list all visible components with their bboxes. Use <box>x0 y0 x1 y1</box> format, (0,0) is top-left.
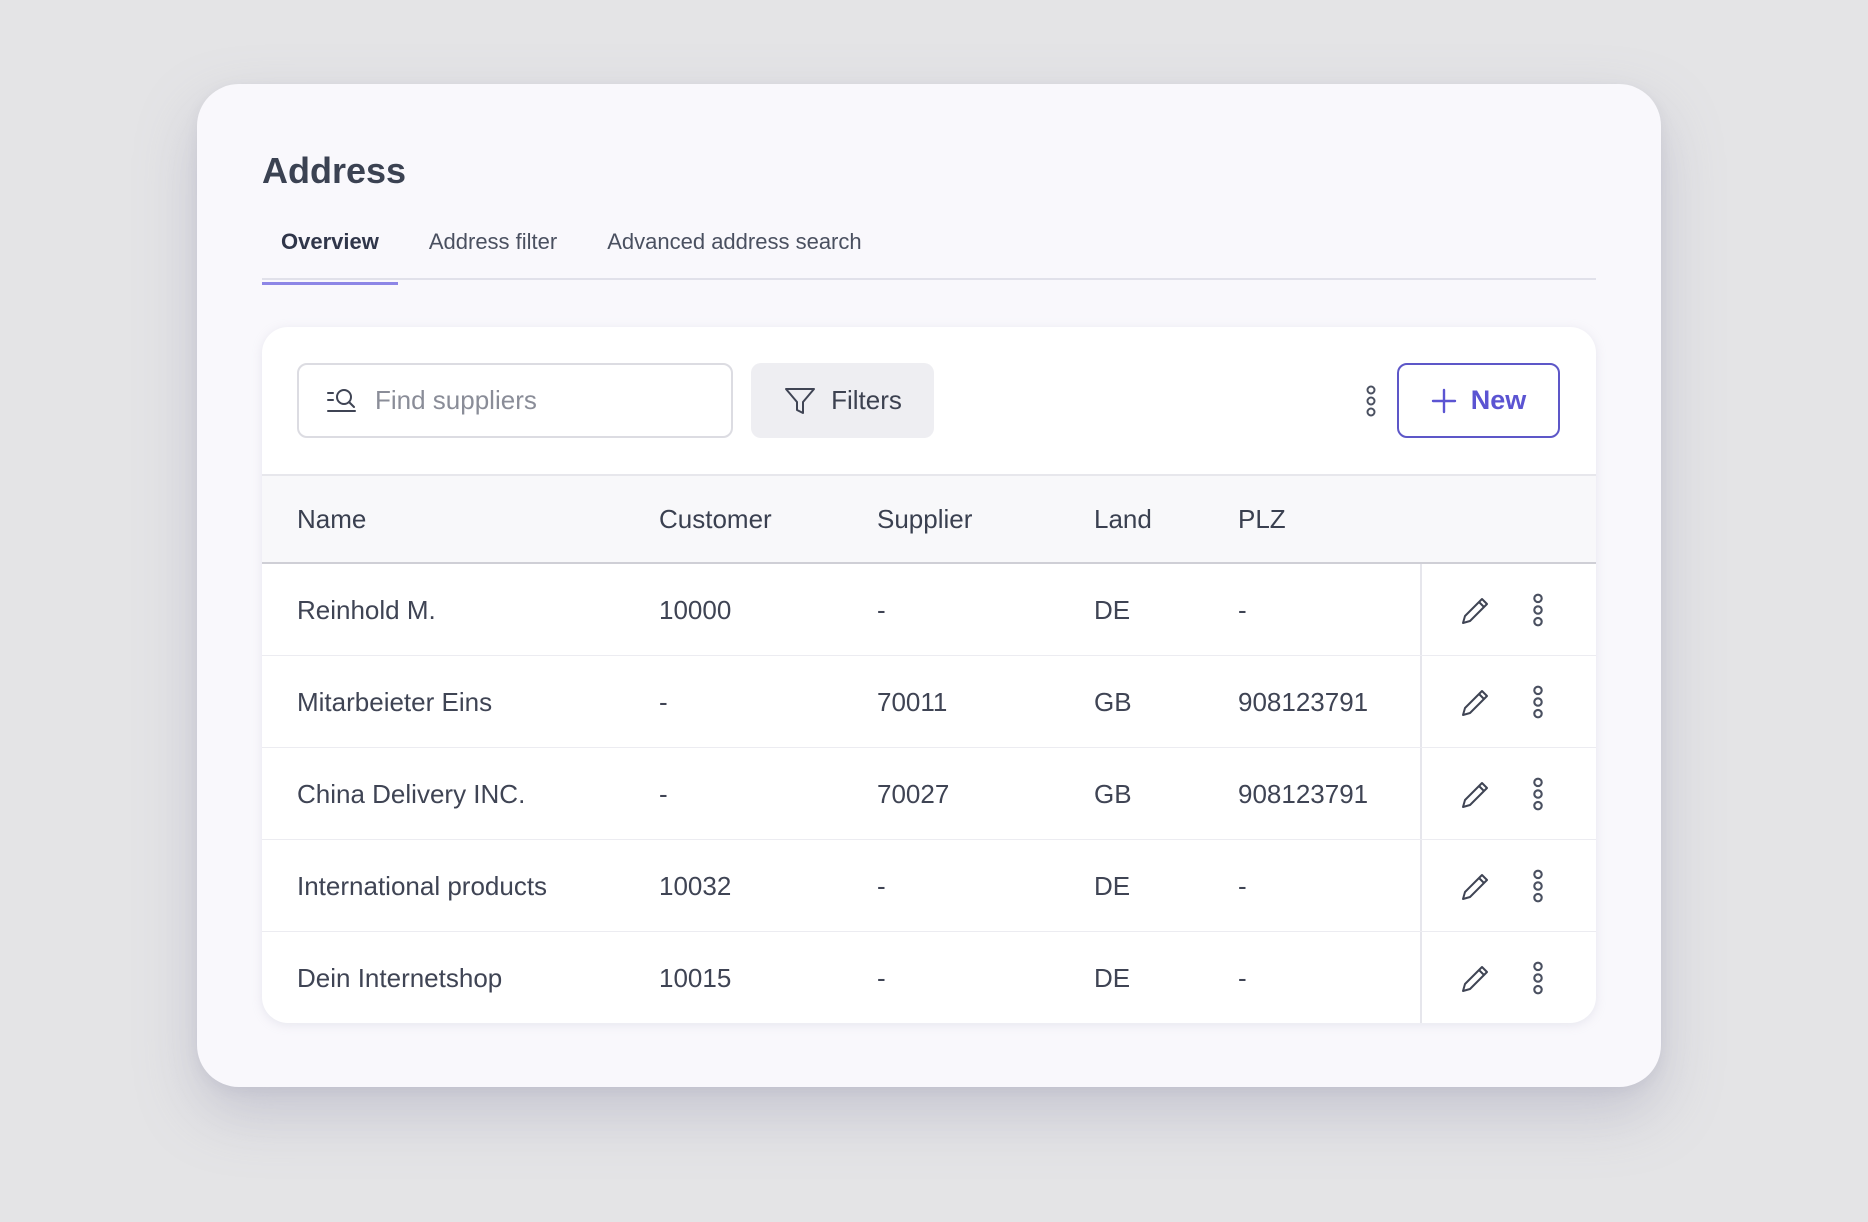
row-actions <box>1420 656 1596 747</box>
vertical-dots-icon <box>1366 385 1376 417</box>
pencil-icon[interactable] <box>1458 870 1492 904</box>
row-actions <box>1420 840 1596 931</box>
search-list-icon <box>327 388 356 412</box>
pencil-icon[interactable] <box>1458 962 1492 996</box>
filters-button[interactable]: Filters <box>751 363 934 438</box>
toolbar-more-button[interactable] <box>1356 379 1386 423</box>
pencil-icon[interactable] <box>1458 778 1492 812</box>
column-header-supplier[interactable]: Supplier <box>877 504 973 534</box>
cell-supplier: - <box>877 963 886 993</box>
tab-address-filter[interactable]: Address filter <box>428 229 558 254</box>
pencil-icon[interactable] <box>1458 686 1492 720</box>
vertical-dots-icon[interactable] <box>1528 776 1548 812</box>
plus-icon <box>1431 388 1456 413</box>
vertical-dots-icon[interactable] <box>1528 868 1548 904</box>
new-button[interactable]: New <box>1397 363 1560 438</box>
search-input[interactable] <box>375 385 715 416</box>
page-title: Address <box>262 150 407 191</box>
cell-name: Mitarbeieter Eins <box>297 687 493 717</box>
cell-customer: - <box>659 779 668 809</box>
row-actions <box>1420 748 1596 839</box>
cell-name: International products <box>297 871 548 901</box>
table-row[interactable]: China Delivery INC. - 70027 GB 908123791 <box>262 748 1596 840</box>
toolbar: Filters New <box>262 327 1596 474</box>
cell-supplier: - <box>877 595 886 625</box>
tab-bar: Overview Address filter Advanced address… <box>262 212 1596 285</box>
cell-land: DE <box>1094 595 1131 625</box>
funnel-icon <box>785 387 816 414</box>
table-header: Name Customer Supplier Land PLZ <box>262 474 1596 564</box>
cell-plz: - <box>1238 871 1247 901</box>
column-header-land[interactable]: Land <box>1094 504 1152 534</box>
cell-customer: 10015 <box>659 963 732 993</box>
cell-name: China Delivery INC. <box>297 779 526 809</box>
cell-plz: - <box>1238 595 1247 625</box>
cell-land: GB <box>1094 779 1132 809</box>
vertical-dots-icon[interactable] <box>1528 684 1548 720</box>
new-label: New <box>1470 385 1527 415</box>
cell-land: DE <box>1094 963 1131 993</box>
filters-label: Filters <box>831 385 902 415</box>
cell-customer: - <box>659 687 668 717</box>
column-header-name[interactable]: Name <box>297 504 367 534</box>
table-row[interactable]: International products 10032 - DE - <box>262 840 1596 932</box>
cell-supplier: 70027 <box>877 779 950 809</box>
column-header-plz[interactable]: PLZ <box>1238 504 1286 534</box>
table-row[interactable]: Dein Internetshop 10015 - DE - <box>262 932 1596 1023</box>
cell-plz: 908123791 <box>1238 779 1369 809</box>
table-row[interactable]: Reinhold M. 10000 - DE - <box>262 564 1596 656</box>
cell-plz: - <box>1238 963 1247 993</box>
cell-customer: 10032 <box>659 871 732 901</box>
vertical-dots-icon[interactable] <box>1528 960 1548 996</box>
table-row[interactable]: Mitarbeieter Eins - 70011 GB 908123791 <box>262 656 1596 748</box>
suppliers-table: Name Customer Supplier Land PLZ Reinhold… <box>262 474 1596 1023</box>
cell-customer: 10000 <box>659 595 732 625</box>
cell-supplier: - <box>877 871 886 901</box>
row-actions <box>1420 564 1596 655</box>
cell-plz: 908123791 <box>1238 687 1369 717</box>
tab-overview[interactable]: Overview <box>262 212 398 285</box>
suppliers-panel: Filters New Name Customer <box>262 327 1596 1023</box>
vertical-dots-icon[interactable] <box>1528 592 1548 628</box>
row-actions <box>1420 932 1596 1023</box>
cell-supplier: 70011 <box>877 687 948 717</box>
cell-land: GB <box>1094 687 1132 717</box>
address-card: Address Overview Address filter Advanced… <box>197 84 1661 1087</box>
cell-land: DE <box>1094 871 1131 901</box>
search-field[interactable] <box>297 363 733 438</box>
tab-advanced-address-search[interactable]: Advanced address search <box>607 229 862 254</box>
cell-name: Dein Internetshop <box>297 963 503 993</box>
column-header-customer[interactable]: Customer <box>659 504 772 534</box>
pencil-icon[interactable] <box>1458 594 1492 628</box>
cell-name: Reinhold M. <box>297 595 436 625</box>
